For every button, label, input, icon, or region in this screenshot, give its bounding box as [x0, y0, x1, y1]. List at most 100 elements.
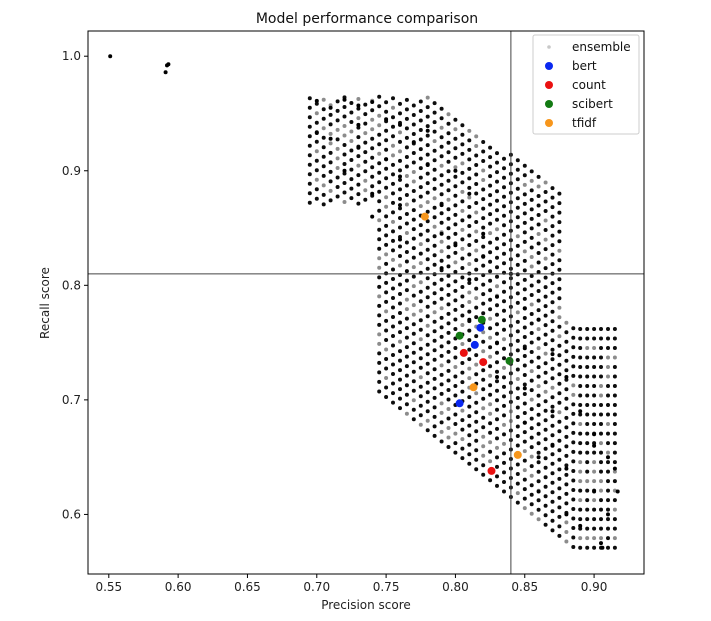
ensemble-point	[544, 485, 548, 489]
ensemble-point	[502, 432, 506, 436]
ensemble-point	[564, 467, 568, 471]
ensemble-point	[453, 137, 457, 141]
ensemble-point	[467, 262, 471, 266]
ensemble-point	[398, 149, 402, 153]
ensemble-point	[377, 104, 381, 108]
ensemble-point	[384, 395, 388, 399]
ensemble-point	[585, 546, 589, 550]
ensemble-point	[433, 130, 437, 134]
ensemble-point	[453, 441, 457, 445]
ensemble-point	[433, 244, 437, 248]
ensemble-point	[530, 236, 534, 240]
ensemble-point	[433, 120, 437, 124]
ensemble-point	[578, 327, 582, 331]
ensemble-point	[363, 160, 367, 164]
ensemble-point	[523, 326, 527, 330]
ensemble-point	[370, 100, 374, 104]
ensemble-point	[440, 440, 444, 444]
ensemble-point	[592, 527, 596, 531]
ensemble-point	[467, 462, 471, 466]
ensemble-point	[551, 262, 555, 266]
ensemble-point	[544, 333, 548, 337]
ensemble-point	[571, 364, 575, 368]
ensemble-point	[377, 209, 381, 213]
ensemble-point	[349, 158, 353, 162]
ensemble-point	[481, 150, 485, 154]
ensemble-point	[433, 358, 437, 362]
ensemble-point	[571, 507, 575, 511]
ensemble-point	[551, 281, 555, 285]
legend-marker-tfidf	[545, 119, 553, 127]
ensemble-point	[537, 232, 541, 236]
ensemble-point	[453, 289, 457, 293]
ensemble-point	[599, 541, 603, 545]
ensemble-point	[592, 422, 596, 426]
ensemble-point	[336, 176, 340, 180]
ensemble-point	[557, 477, 561, 481]
ensemble-point	[356, 202, 360, 206]
ensemble-point	[398, 111, 402, 115]
ensemble-point	[571, 393, 575, 397]
ensemble-point	[578, 403, 582, 407]
ensemble-point	[377, 275, 381, 279]
ensemble-point	[495, 322, 499, 326]
ensemble-point	[481, 444, 485, 448]
ensemble-point	[564, 444, 568, 448]
ensemble-point	[398, 359, 402, 363]
ensemble-point	[412, 170, 416, 174]
ensemble-point	[412, 398, 416, 402]
ensemble-point	[530, 284, 534, 288]
ensemble-point	[398, 311, 402, 315]
ensemble-point	[613, 498, 617, 502]
ensemble-point	[488, 260, 492, 264]
ensemble-point	[426, 238, 430, 242]
ensemble-point	[460, 209, 464, 213]
ensemble-point	[384, 243, 388, 247]
ensemble-point	[495, 398, 499, 402]
ensemble-point	[453, 413, 457, 417]
ensemble-point	[613, 356, 617, 360]
ensemble-point	[606, 479, 610, 483]
ensemble-point	[516, 434, 520, 438]
ensemble-point	[412, 303, 416, 307]
bert-point	[476, 324, 484, 332]
ensemble-point	[384, 329, 388, 333]
ensemble-point	[405, 117, 409, 121]
ensemble-point	[412, 113, 416, 117]
ensemble-point	[384, 157, 388, 161]
ensemble-point	[502, 318, 506, 322]
ensemble-point	[440, 154, 444, 158]
ensemble-point	[544, 247, 548, 251]
ensemble-point	[606, 512, 610, 516]
ensemble-point	[585, 384, 589, 388]
ensemble-point	[377, 256, 381, 260]
ensemble-point	[308, 163, 312, 167]
ensemble-point	[460, 342, 464, 346]
ensemble-point	[551, 471, 555, 475]
ensemble-point	[537, 455, 541, 459]
ensemble-point	[551, 444, 555, 448]
ensemble-point	[530, 312, 534, 316]
ensemble-point	[384, 205, 388, 209]
ensemble-point	[370, 175, 374, 179]
ensemble-point	[384, 281, 388, 285]
ensemble-point	[467, 196, 471, 200]
ensemble-point	[502, 423, 506, 427]
ensemble-point	[426, 200, 430, 204]
ensemble-point	[412, 246, 416, 250]
ensemble-point	[551, 500, 555, 504]
ensemble-point	[495, 237, 499, 241]
ensemble-point	[433, 434, 437, 438]
ensemble-point	[384, 148, 388, 152]
ensemble-point	[419, 375, 423, 379]
ensemble-point	[447, 350, 451, 354]
ensemble-point	[530, 226, 534, 230]
ensemble-point	[447, 388, 451, 392]
scibert-point	[456, 332, 464, 340]
ensemble-point	[329, 141, 333, 145]
ensemble-point	[467, 310, 471, 314]
ensemble-point	[384, 224, 388, 228]
ensemble-point	[329, 137, 333, 141]
